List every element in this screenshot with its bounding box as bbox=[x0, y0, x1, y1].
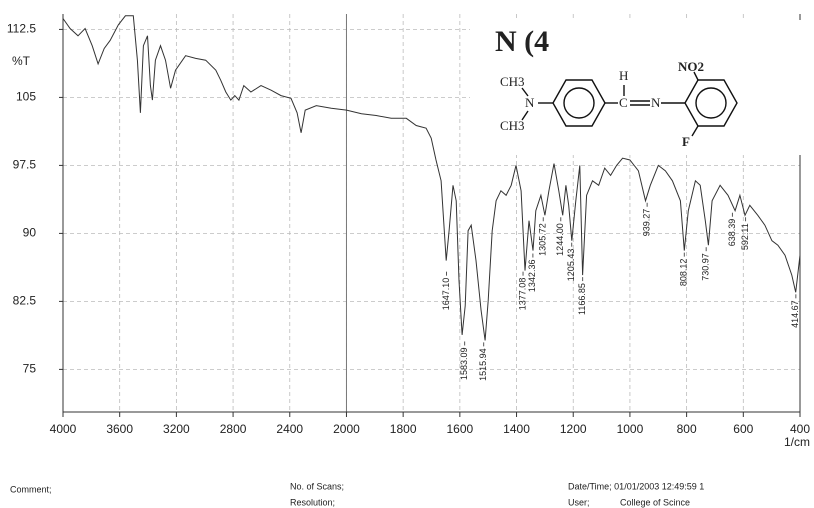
peak-label: 1205.43 bbox=[566, 249, 576, 282]
peak-label: 1647.10 bbox=[441, 278, 451, 311]
structure-title: N (4 bbox=[495, 25, 549, 58]
footer-scans: No. of Scans; bbox=[290, 481, 344, 491]
x-tick-label: 600 bbox=[733, 422, 753, 436]
x-tick-label: 2000 bbox=[333, 422, 360, 436]
y-tick-label: 82.5 bbox=[13, 294, 37, 308]
x-tick-label: 3200 bbox=[163, 422, 190, 436]
y-axis-label: %T bbox=[12, 54, 31, 68]
footer-user-value: College of Scince bbox=[620, 497, 690, 507]
atom-label: H bbox=[619, 68, 628, 83]
footer-user: User; bbox=[568, 497, 590, 507]
x-tick-label: 800 bbox=[677, 422, 697, 436]
page: 75 82.5 90 97.5 105 112.5 4000 3600 3200 2800 2400… bbox=[0, 0, 814, 508]
peak-label: 1515.94 bbox=[478, 348, 488, 381]
x-tick-label: 2400 bbox=[276, 422, 303, 436]
peak-label: 1166.85 bbox=[577, 283, 587, 315]
peak-label: 638.39 bbox=[727, 219, 737, 247]
peak-label: 808.12 bbox=[679, 259, 689, 287]
y-tick-label: 75 bbox=[23, 362, 37, 376]
peak-label: 1377.08 bbox=[517, 278, 527, 311]
x-axis-label: 1/cm bbox=[784, 435, 810, 449]
atom-label: NO2 bbox=[678, 59, 704, 74]
peak-label: 592.11 bbox=[740, 223, 750, 250]
atom-label: C bbox=[619, 95, 628, 110]
atom-label: N bbox=[525, 95, 535, 110]
y-tick-label: 112.5 bbox=[7, 22, 36, 36]
x-tick-label: 1800 bbox=[390, 422, 417, 436]
peak-label: 1342.36 bbox=[527, 260, 537, 293]
y-tick-label: 97.5 bbox=[13, 158, 37, 172]
atom-label: CH3 bbox=[500, 74, 525, 89]
x-tick-label: 1200 bbox=[560, 422, 587, 436]
x-tick-label: 1000 bbox=[617, 422, 644, 436]
x-tick-label: 1400 bbox=[503, 422, 530, 436]
peak-label: 730.97 bbox=[701, 253, 711, 281]
peak-label: 1305.72 bbox=[538, 223, 548, 256]
x-tick-label: 400 bbox=[790, 422, 810, 436]
y-tick-label: 105 bbox=[16, 90, 36, 104]
footer-resolution: Resolution; bbox=[290, 497, 335, 507]
peak-label: 1583.09 bbox=[459, 347, 469, 380]
atom-label: CH3 bbox=[500, 118, 525, 133]
x-tick-label: 4000 bbox=[50, 422, 77, 436]
atom-label: N bbox=[651, 95, 661, 110]
footer-datetime: Date/Time; 01/01/2003 12:49:59 1 bbox=[568, 481, 704, 491]
x-tick-label: 1600 bbox=[446, 422, 473, 436]
peak-label: 1244.00 bbox=[555, 223, 565, 256]
x-tick-label: 2800 bbox=[220, 422, 247, 436]
footer-comment: Comment; bbox=[10, 484, 52, 494]
x-tick-label: 3600 bbox=[106, 422, 133, 436]
y-tick-label: 90 bbox=[23, 226, 37, 240]
peak-label: 414.67 bbox=[790, 300, 800, 328]
peak-label: 939.27 bbox=[642, 209, 652, 237]
atom-label: F bbox=[682, 134, 690, 149]
